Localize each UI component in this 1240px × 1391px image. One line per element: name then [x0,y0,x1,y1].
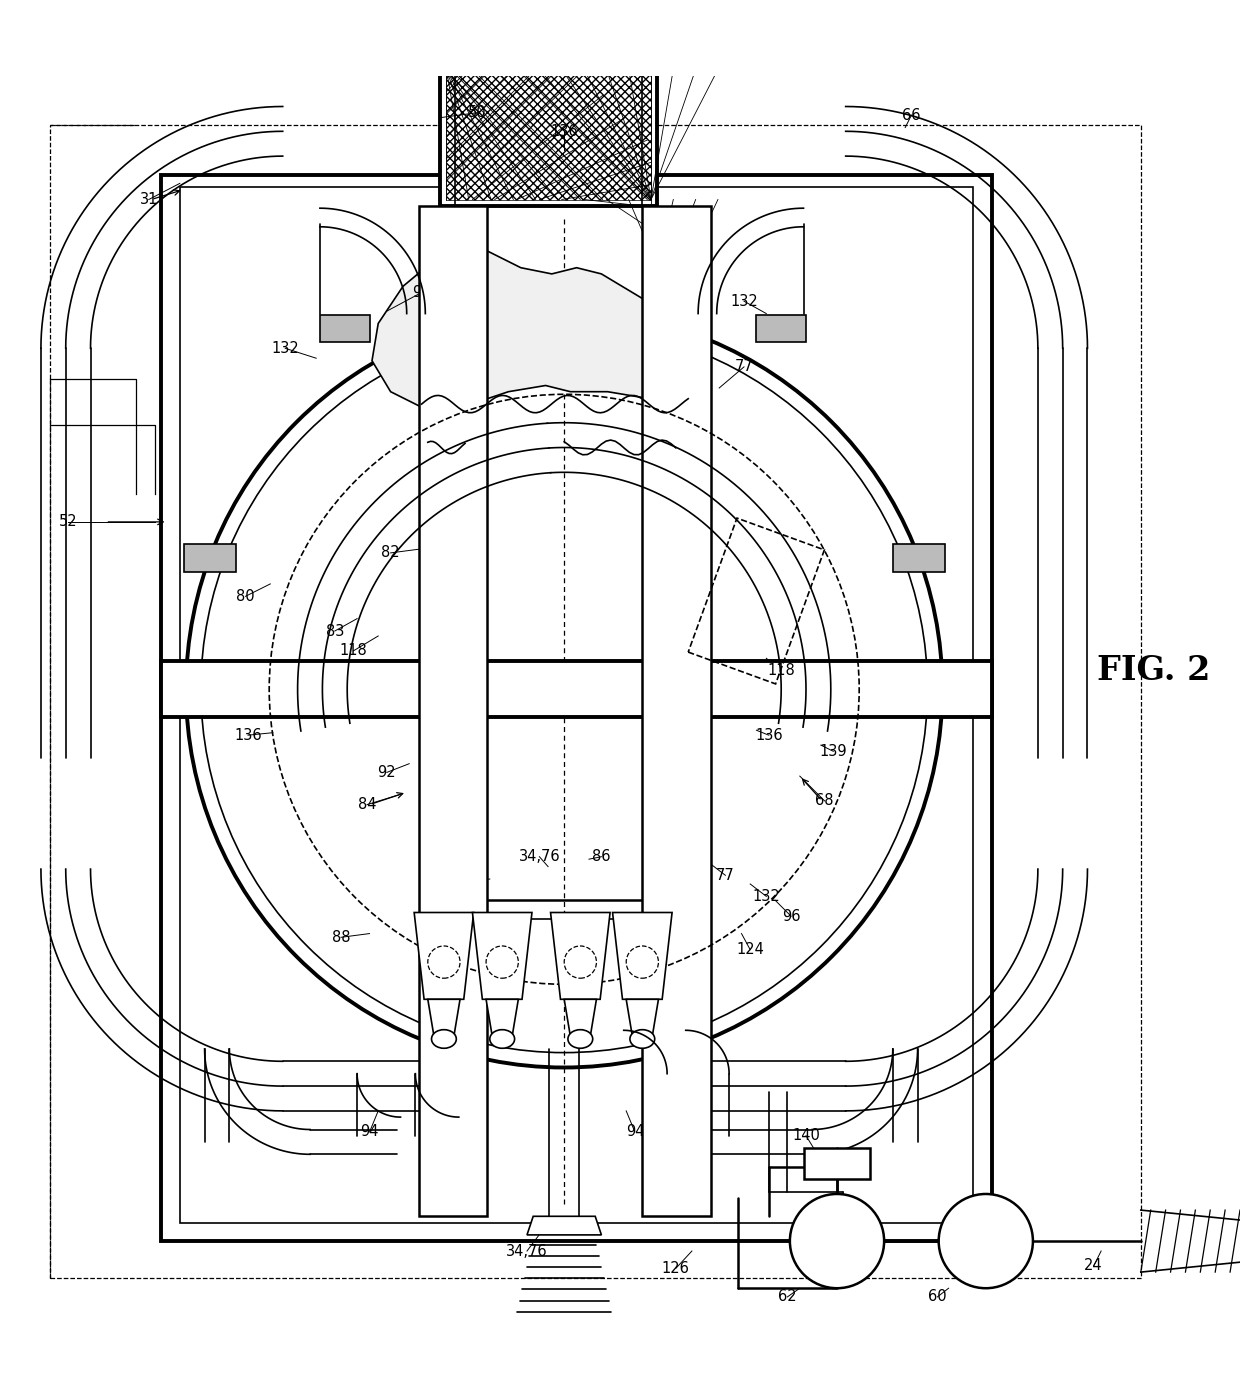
Bar [320,314,370,342]
Polygon shape [372,231,694,410]
Polygon shape [613,912,672,999]
Bar [446,70,651,199]
Bar [804,1148,870,1180]
Text: 136: 136 [234,727,262,743]
Bar [50,125,1141,1278]
Text: 132: 132 [753,889,780,904]
Polygon shape [472,912,532,999]
Text: 126: 126 [662,1260,689,1276]
Text: 96: 96 [413,285,430,300]
Circle shape [186,312,942,1067]
Text: 96: 96 [782,908,800,924]
Bar [419,206,487,1216]
Text: 34,76: 34,76 [518,849,560,864]
Text: 31: 31 [140,192,157,207]
Ellipse shape [630,1029,655,1049]
Text: 94: 94 [626,1124,644,1139]
Polygon shape [626,999,658,1036]
Text: 132: 132 [272,341,299,356]
Text: 52: 52 [58,515,78,530]
Text: 140: 140 [792,1128,820,1143]
Polygon shape [564,999,596,1036]
Text: 24: 24 [1084,1259,1104,1273]
Ellipse shape [568,1029,593,1049]
Text: 83: 83 [326,623,343,638]
Text: 94: 94 [423,1124,440,1139]
Bar [756,314,806,342]
Bar [446,70,651,199]
Bar [440,63,657,206]
Text: 136: 136 [458,874,485,889]
Bar [642,206,711,1216]
Text: 66: 66 [903,107,920,122]
Text: 94: 94 [692,1124,709,1139]
Text: 80: 80 [236,588,255,604]
Ellipse shape [432,1029,456,1049]
Bar [161,661,992,718]
Text: 68: 68 [816,793,833,808]
Text: 96: 96 [770,316,787,331]
Text: 92: 92 [377,765,397,780]
Text: 88: 88 [332,929,350,944]
Text: 139: 139 [820,744,847,759]
Text: 86: 86 [423,849,440,864]
Text: 86: 86 [593,849,610,864]
Text: 136: 136 [755,727,782,743]
Text: 124: 124 [662,616,689,632]
Text: 118: 118 [768,664,795,679]
Text: 34,76: 34,76 [506,1244,548,1259]
Bar [893,544,945,572]
Bar [161,175,992,1241]
Polygon shape [551,912,610,999]
Polygon shape [486,999,518,1036]
Text: FIG. 2: FIG. 2 [1096,654,1210,687]
Text: 62: 62 [777,1289,797,1305]
Text: 136: 136 [551,124,578,139]
Text: 77: 77 [715,868,735,883]
Circle shape [939,1193,1033,1288]
Polygon shape [414,912,474,999]
Bar [184,544,236,572]
Circle shape [790,1193,884,1288]
Text: 118: 118 [340,644,367,658]
Bar [180,188,973,1223]
Text: 60: 60 [928,1289,947,1305]
Bar [688,517,825,684]
Text: 82: 82 [381,545,401,561]
Text: 84: 84 [358,797,376,812]
Text: 94: 94 [361,1124,378,1139]
Text: 124: 124 [737,942,764,957]
Polygon shape [527,1216,601,1235]
Text: 77: 77 [734,359,754,374]
Text: 132: 132 [730,294,758,309]
Polygon shape [428,999,460,1036]
Text: 50: 50 [467,106,487,120]
Ellipse shape [490,1029,515,1049]
